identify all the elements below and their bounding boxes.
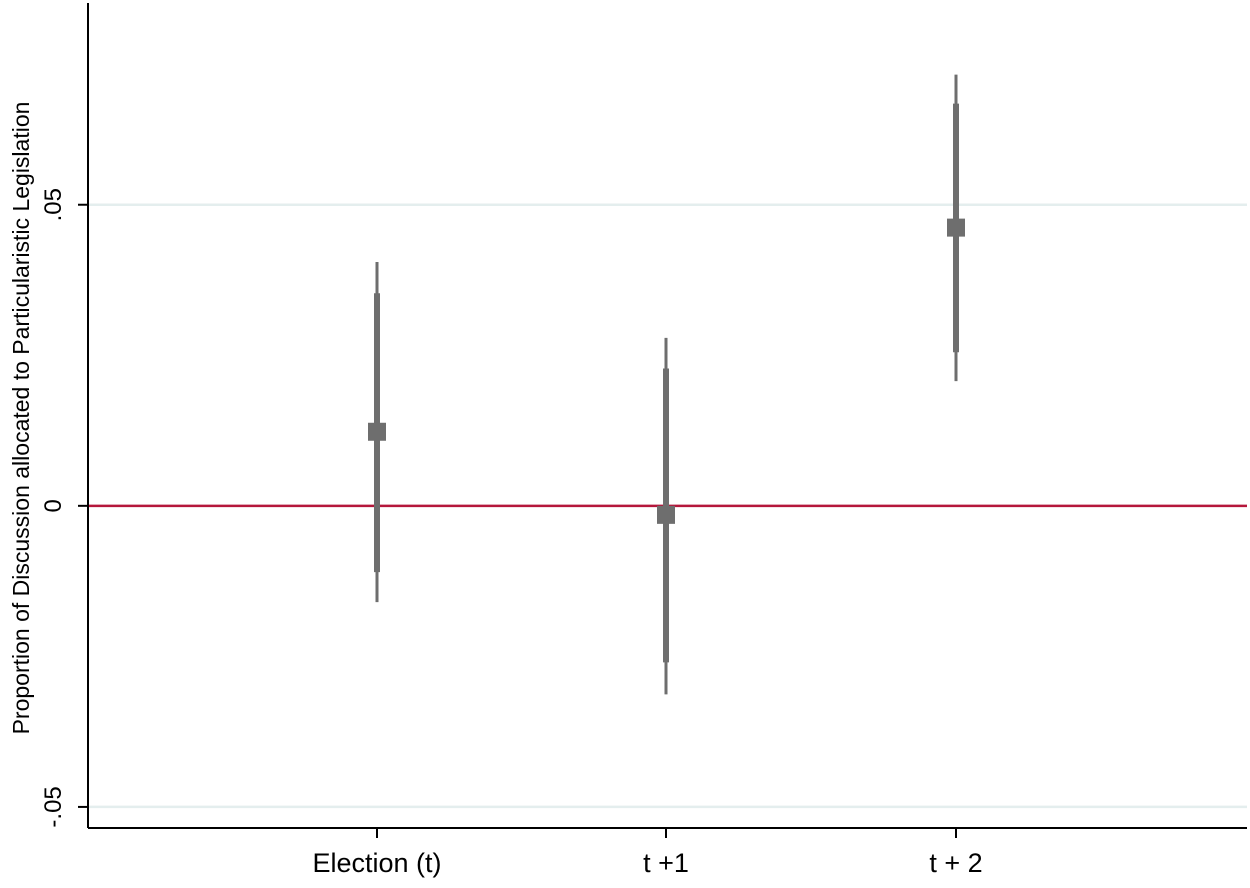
x-tick-label: t +1	[643, 848, 689, 878]
data-marks	[368, 74, 965, 695]
x-tick-label: Election (t)	[312, 848, 441, 878]
point-estimate-marker	[947, 218, 965, 237]
grid-lines	[89, 203, 1247, 809]
x-tick-label: t + 2	[929, 848, 982, 878]
point-estimate-marker	[657, 505, 675, 524]
y-axis-title: Proportion of Discussion allocated to Pa…	[8, 102, 34, 735]
point-estimate-marker	[368, 422, 386, 441]
y-tick-label: -.05	[40, 786, 67, 827]
y-tick-label: .05	[40, 188, 67, 221]
axes	[87, 3, 1247, 829]
y-tick-label: 0	[40, 499, 67, 512]
ticks: -.05 0 .05 Election (t) t +1 t + 2	[40, 188, 983, 878]
